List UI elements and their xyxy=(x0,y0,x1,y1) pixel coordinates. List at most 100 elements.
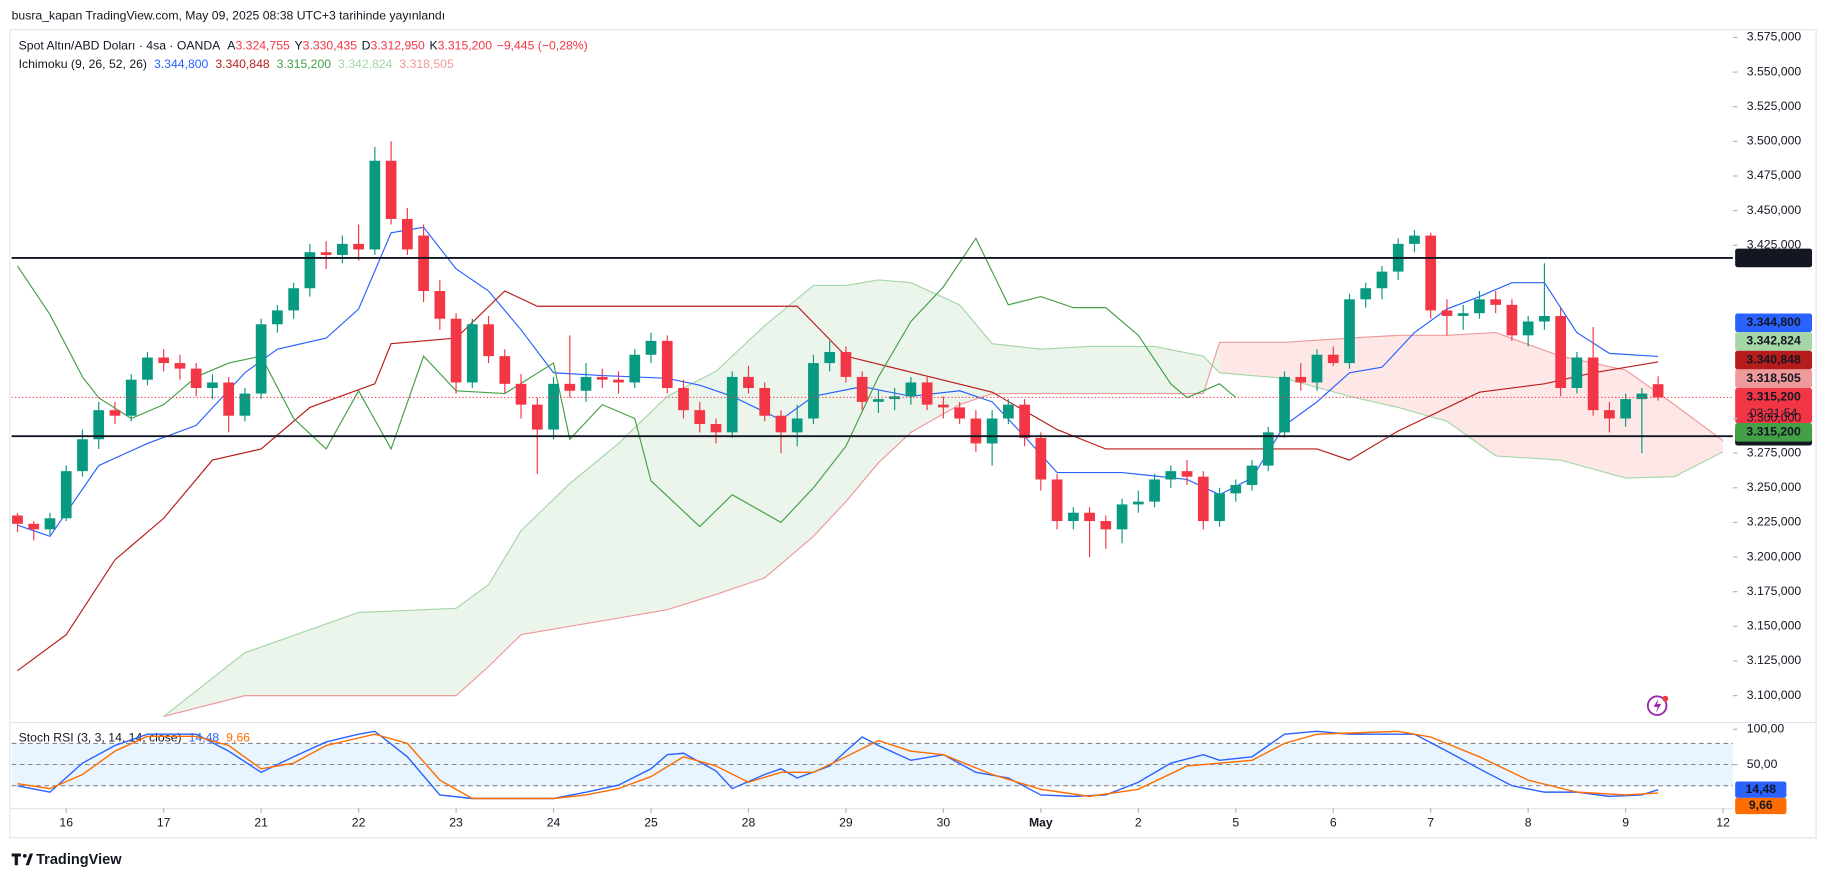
candle-body xyxy=(1604,410,1615,419)
ichimoku-value: 3.315,200 xyxy=(277,57,332,71)
candle-body xyxy=(613,379,624,383)
cloud-segment xyxy=(1446,332,1496,456)
cloud-segment xyxy=(1154,346,1204,394)
candle-body xyxy=(1084,512,1095,522)
ohlc-key: Y xyxy=(294,39,302,53)
alert-icon[interactable] xyxy=(1646,695,1669,716)
candle-body xyxy=(808,363,819,419)
x-tick-label: 22 xyxy=(352,816,366,830)
candle-body xyxy=(28,523,40,530)
stoch-tag-label: 14,48 xyxy=(1745,782,1776,796)
ohlc-value: 3.324,755 xyxy=(235,39,290,53)
cloud-segment xyxy=(1040,346,1090,394)
candle-body xyxy=(77,439,88,472)
candle-body xyxy=(775,415,787,433)
price-tag xyxy=(1735,350,1813,370)
chart-frame xyxy=(9,29,1817,839)
candle-body xyxy=(1132,501,1144,505)
candle-body xyxy=(1019,404,1030,438)
stoch-tag xyxy=(1735,797,1787,815)
cloud-segment xyxy=(1219,342,1285,379)
y-tick-label: 3.125,000 xyxy=(1747,653,1802,667)
cloud-segment xyxy=(715,325,765,595)
candle-body xyxy=(1555,315,1567,389)
candle-body xyxy=(970,418,982,444)
candle-body xyxy=(207,382,218,389)
candle-body xyxy=(272,310,283,325)
candle-body xyxy=(499,356,511,384)
stoch-line xyxy=(17,730,1659,800)
candle-body xyxy=(1246,465,1258,486)
ichimoku-title: Ichimoku (9, 26, 52, 26) xyxy=(19,57,147,71)
cloud-segment xyxy=(456,584,489,696)
cloud-segment xyxy=(618,396,668,619)
candle-body xyxy=(1490,299,1502,305)
ichimoku-line xyxy=(17,290,1659,672)
candle-layer xyxy=(12,141,1664,558)
price-tag-label: 3.315,200 xyxy=(1746,390,1801,404)
cloud-segment xyxy=(521,483,570,635)
candle-body xyxy=(158,357,170,364)
span-a-line xyxy=(163,279,1724,717)
candle-body xyxy=(564,383,576,391)
x-tick-label: 30 xyxy=(937,816,951,830)
candle-body xyxy=(1003,404,1014,419)
x-tick-label: 16 xyxy=(59,816,73,830)
brand-logo xyxy=(11,853,34,866)
candle-body xyxy=(1360,288,1372,300)
candle-body xyxy=(174,363,186,369)
stoch-tag-label: 9,66 xyxy=(1749,798,1773,812)
ichimoku-value: 3.342,824 xyxy=(338,57,393,71)
price-tag-label: 3.344,800 xyxy=(1746,315,1801,329)
cloud-segment xyxy=(1398,335,1447,422)
x-tick-label: 28 xyxy=(742,816,756,830)
x-tick-label: 29 xyxy=(839,816,853,830)
candle-body xyxy=(1295,376,1307,383)
candle-body xyxy=(337,243,348,255)
candle-body xyxy=(938,404,949,408)
candle-body xyxy=(1149,479,1160,502)
ohlc-key: K xyxy=(430,39,439,53)
price-tag-label: 3.340,848 xyxy=(1746,352,1801,366)
candle-body xyxy=(418,235,429,292)
candle-body xyxy=(320,252,332,255)
y-tick-label: 3.575,000 xyxy=(1747,30,1802,44)
y-tick-label: 3.150,000 xyxy=(1747,619,1802,633)
candle-body xyxy=(889,396,901,400)
candle-body xyxy=(824,351,836,364)
cloud-segment xyxy=(1674,404,1724,477)
x-tick-label: 9 xyxy=(1622,816,1629,830)
price-tag xyxy=(1735,388,1813,423)
x-tick-label: 24 xyxy=(547,816,561,830)
cloud-segment xyxy=(244,612,359,696)
y-tick-label: 3.100,000 xyxy=(1747,688,1802,702)
y-tick-label: 3.200,000 xyxy=(1747,549,1802,563)
candle-body xyxy=(1425,235,1437,311)
candle-body xyxy=(596,376,608,380)
candle-body xyxy=(954,407,965,419)
candle-body xyxy=(1262,432,1274,466)
level-tag xyxy=(1735,248,1813,268)
ichimoku-legend: Ichimoku (9, 26, 52, 26) 3.344,800 3.340,8… xyxy=(19,57,454,71)
candle-body xyxy=(109,410,121,416)
cloud-segment xyxy=(992,343,1041,394)
x-tick-label: 17 xyxy=(157,816,171,830)
candle-body xyxy=(1344,299,1355,364)
candle-body xyxy=(580,376,592,391)
candle-body xyxy=(93,410,105,440)
candle-body xyxy=(694,410,706,425)
candle-body xyxy=(401,218,413,250)
price-tag xyxy=(1735,369,1813,389)
x-tick-label: 12 xyxy=(1716,816,1730,830)
candle-body xyxy=(1181,471,1193,477)
x-tick-label: 8 xyxy=(1525,816,1532,830)
stoch-tick-label: 100,00 xyxy=(1747,721,1785,735)
candle-body xyxy=(1051,479,1063,522)
price-tag xyxy=(1735,332,1813,351)
cloud-segment xyxy=(1203,342,1220,394)
candle-body xyxy=(921,382,933,405)
price-tag-label: 3.342,824 xyxy=(1746,334,1801,348)
